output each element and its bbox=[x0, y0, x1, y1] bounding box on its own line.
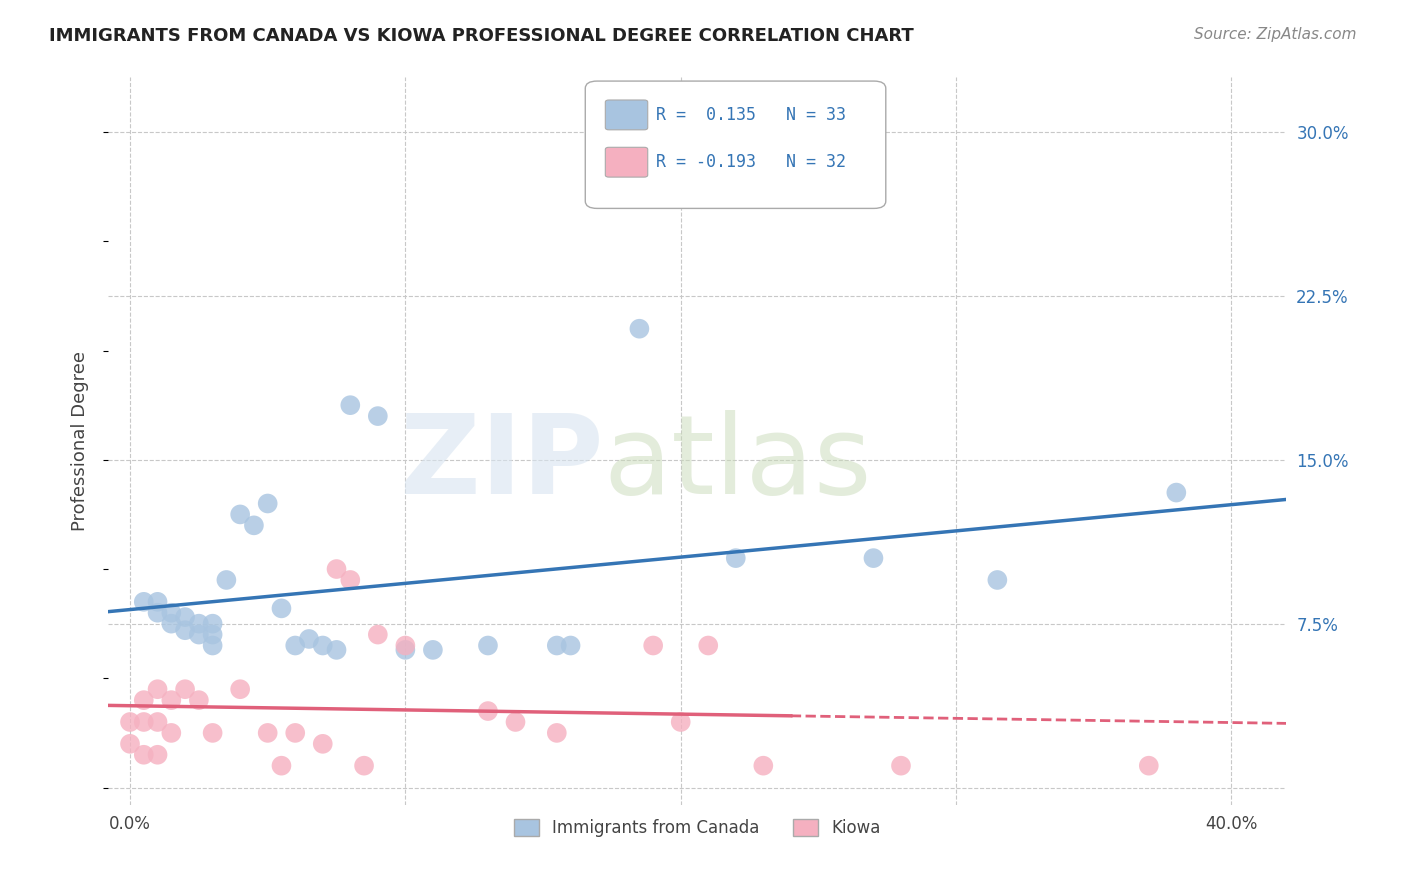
Point bbox=[146, 747, 169, 762]
Text: Source: ZipAtlas.com: Source: ZipAtlas.com bbox=[1194, 27, 1357, 42]
Text: R =  0.135: R = 0.135 bbox=[657, 105, 756, 124]
Point bbox=[146, 714, 169, 729]
Point bbox=[546, 639, 568, 653]
Point bbox=[174, 610, 197, 624]
Point bbox=[477, 639, 499, 653]
Point bbox=[187, 693, 209, 707]
Point bbox=[229, 508, 252, 522]
Point bbox=[752, 758, 775, 772]
Point bbox=[284, 726, 307, 740]
Point bbox=[312, 639, 335, 653]
Text: ZIP: ZIP bbox=[399, 409, 603, 516]
Point bbox=[724, 551, 747, 566]
Point bbox=[339, 573, 361, 587]
Point bbox=[174, 682, 197, 697]
Point bbox=[546, 726, 568, 740]
Text: R = -0.193: R = -0.193 bbox=[657, 153, 756, 171]
Point bbox=[270, 601, 292, 615]
Point bbox=[367, 627, 389, 641]
Point bbox=[160, 616, 183, 631]
Point bbox=[270, 758, 292, 772]
Legend: Immigrants from Canada, Kiowa: Immigrants from Canada, Kiowa bbox=[508, 813, 887, 844]
Point bbox=[367, 409, 389, 423]
Point bbox=[325, 562, 347, 576]
Point bbox=[187, 616, 209, 631]
Point bbox=[353, 758, 375, 772]
Point bbox=[298, 632, 321, 646]
Text: atlas: atlas bbox=[603, 409, 872, 516]
Point bbox=[201, 627, 224, 641]
Point bbox=[394, 643, 416, 657]
Point bbox=[256, 496, 278, 510]
Point bbox=[118, 714, 141, 729]
Point bbox=[187, 627, 209, 641]
Point bbox=[256, 726, 278, 740]
Point bbox=[146, 682, 169, 697]
Point bbox=[986, 573, 1008, 587]
Point bbox=[146, 606, 169, 620]
Point bbox=[422, 643, 444, 657]
Point bbox=[160, 726, 183, 740]
Point bbox=[1137, 758, 1160, 772]
Text: N = 32: N = 32 bbox=[786, 153, 845, 171]
Point bbox=[1166, 485, 1188, 500]
Point bbox=[215, 573, 238, 587]
Point bbox=[643, 639, 665, 653]
Point bbox=[160, 693, 183, 707]
Point bbox=[284, 639, 307, 653]
Point bbox=[118, 737, 141, 751]
Point bbox=[890, 758, 912, 772]
Point bbox=[628, 322, 651, 336]
Point bbox=[229, 682, 252, 697]
Point bbox=[339, 398, 361, 412]
Point bbox=[160, 606, 183, 620]
Point bbox=[312, 737, 335, 751]
Point bbox=[174, 624, 197, 638]
Point bbox=[132, 747, 155, 762]
Point bbox=[132, 595, 155, 609]
FancyBboxPatch shape bbox=[606, 147, 648, 178]
Point bbox=[505, 714, 527, 729]
FancyBboxPatch shape bbox=[585, 81, 886, 209]
Text: N = 33: N = 33 bbox=[786, 105, 845, 124]
Point bbox=[477, 704, 499, 718]
Point bbox=[325, 643, 347, 657]
Point bbox=[394, 639, 416, 653]
Point bbox=[146, 595, 169, 609]
Point bbox=[243, 518, 266, 533]
Point bbox=[201, 616, 224, 631]
Point bbox=[697, 639, 720, 653]
Y-axis label: Professional Degree: Professional Degree bbox=[72, 351, 89, 532]
Point bbox=[132, 714, 155, 729]
Point bbox=[201, 726, 224, 740]
Point bbox=[132, 693, 155, 707]
Text: IMMIGRANTS FROM CANADA VS KIOWA PROFESSIONAL DEGREE CORRELATION CHART: IMMIGRANTS FROM CANADA VS KIOWA PROFESSI… bbox=[49, 27, 914, 45]
FancyBboxPatch shape bbox=[606, 100, 648, 130]
Point bbox=[669, 714, 692, 729]
Point bbox=[862, 551, 884, 566]
Point bbox=[560, 639, 582, 653]
Point bbox=[201, 639, 224, 653]
